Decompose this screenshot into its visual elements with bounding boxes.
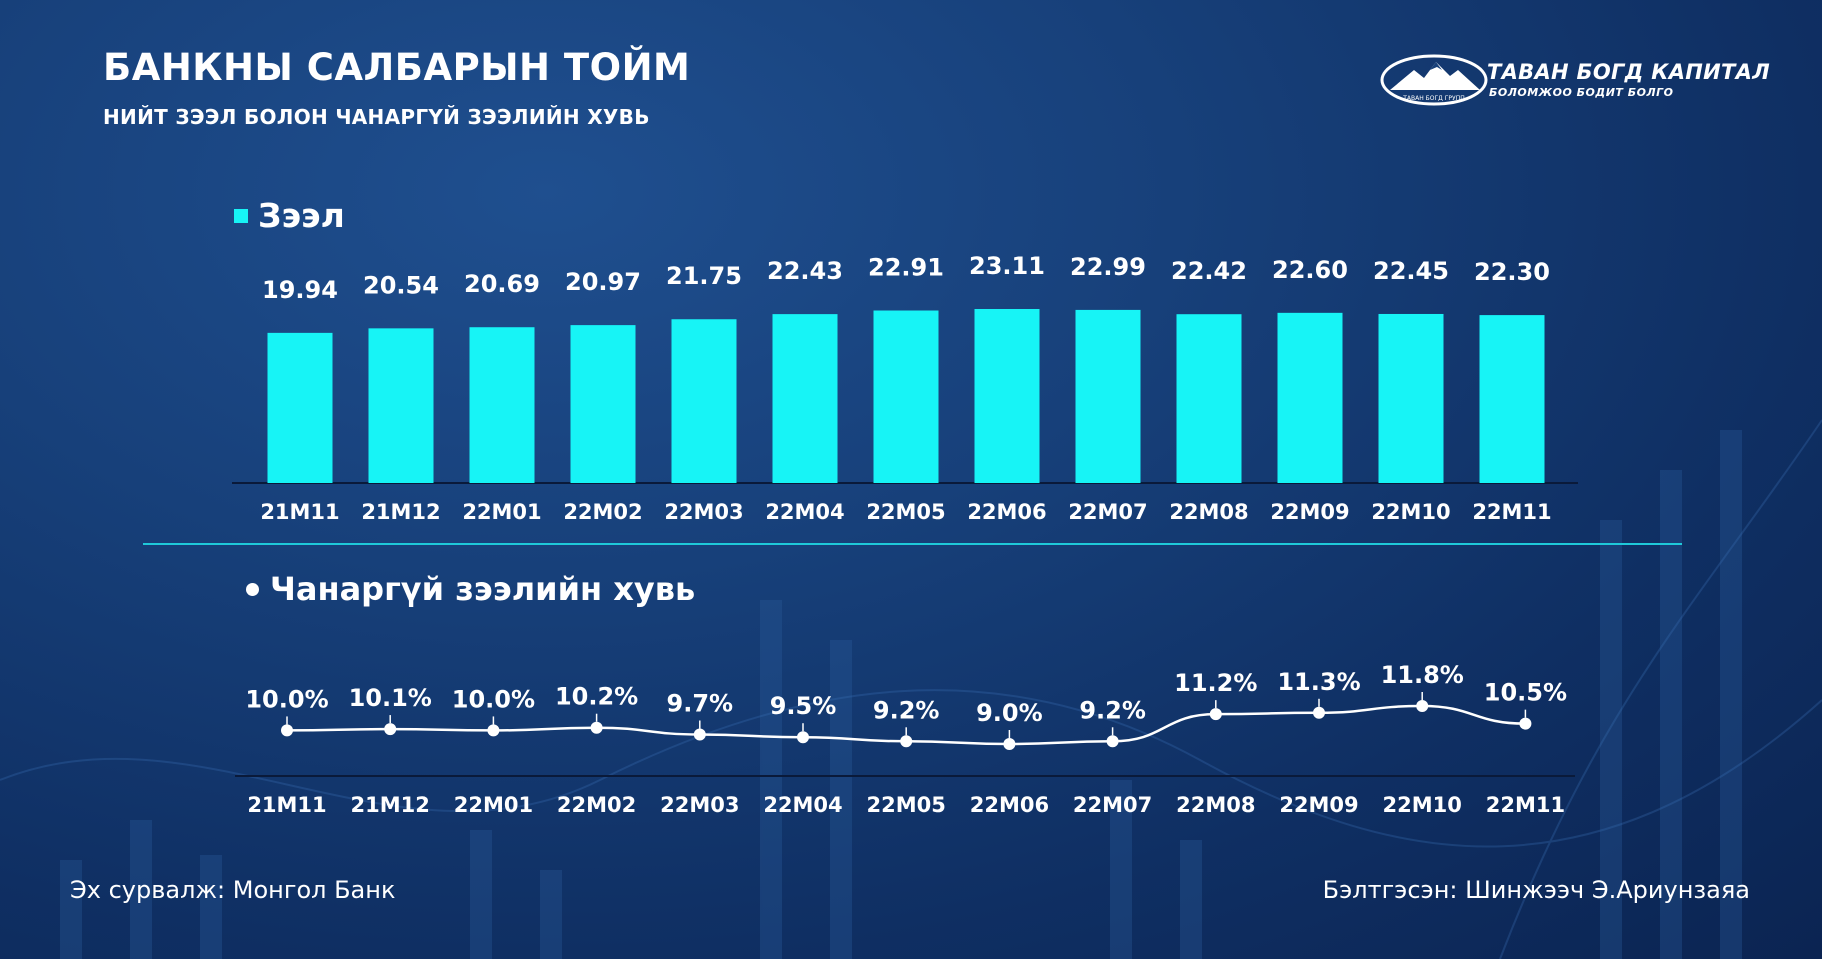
bar-22M06 [974, 309, 1040, 483]
npl-category-label: 22M09 [1279, 793, 1358, 817]
bar-22M03 [671, 319, 737, 483]
bar-value-label: 21.75 [666, 262, 742, 290]
mountain-logo-icon: ТАВАН БОГД ГРУПП [1380, 54, 1488, 106]
bar-22M10 [1378, 313, 1444, 483]
bar-value-label: 22.60 [1272, 256, 1348, 284]
npl-category-label: 22M06 [970, 793, 1049, 817]
npl-point-22M01 [487, 724, 500, 737]
bar-22M02 [570, 325, 636, 483]
bar-category-label: 22M06 [967, 500, 1046, 524]
bar-category-label: 22M11 [1472, 500, 1551, 524]
npl-category-label: 22M03 [660, 793, 739, 817]
npl-category-label: 22M11 [1486, 793, 1565, 817]
bar-category-label: 22M02 [563, 500, 642, 524]
bar-22M04 [772, 314, 838, 483]
npl-value-label: 10.0% [245, 685, 328, 713]
bar-category-label: 22M10 [1371, 500, 1450, 524]
npl-category-label: 21M12 [351, 793, 430, 817]
npl-point-22M05 [900, 735, 913, 748]
bar-value-label: 22.99 [1070, 253, 1146, 281]
npl-value-label: 9.7% [667, 690, 734, 718]
npl-point-22M11 [1519, 717, 1532, 730]
bar-value-label: 20.97 [565, 268, 641, 296]
logo-emblem-text: ТАВАН БОГД ГРУПП [1402, 95, 1464, 102]
prepared-by: Бэлтгэсэн: Шинжээч Э.Ариунзаяа [1322, 876, 1750, 904]
bar-21M11 [267, 332, 333, 483]
loan-legend: Зээл [234, 196, 345, 235]
logo-tagline: БОЛОМЖОО БОДИТ БОЛГО [1489, 86, 1674, 99]
npl-value-label: 11.2% [1174, 669, 1257, 697]
bar-value-label: 22.45 [1373, 257, 1449, 285]
page-subtitle: НИЙТ ЗЭЭЛ БОЛОН ЧАНАРГҮЙ ЗЭЭЛИЙН ХУВЬ [103, 105, 650, 129]
bar-value-label: 22.91 [868, 254, 944, 282]
npl-category-label: 22M01 [454, 793, 533, 817]
npl-category-label: 22M02 [557, 793, 636, 817]
npl-legend: Чанаргүй зээлийн хувь [246, 570, 695, 608]
npl-point-22M06 [1003, 738, 1016, 750]
bar-category-label: 21M11 [260, 500, 339, 524]
npl-category-label: 22M10 [1383, 793, 1462, 817]
bar-category-label: 22M09 [1270, 500, 1349, 524]
bar-category-label: 22M04 [765, 500, 844, 524]
bar-value-label: 22.43 [767, 257, 843, 285]
bar-22M01 [469, 327, 535, 483]
logo-company-name: ТАВАН БОГД КАПИТАЛ [1487, 60, 1770, 84]
bar-21M12 [368, 328, 434, 483]
npl-point-21M12 [384, 723, 397, 736]
npl-category-label: 22M04 [763, 793, 842, 817]
npl-point-22M08 [1209, 708, 1222, 721]
bar-22M05 [873, 310, 939, 483]
npl-point-22M09 [1313, 706, 1325, 719]
page-title: БАНКНЫ САЛБАРЫН ТОЙМ [103, 46, 691, 89]
npl-value-label: 10.2% [555, 683, 638, 711]
bar-category-label: 22M01 [462, 500, 541, 524]
npl-value-label: 9.0% [976, 699, 1043, 727]
npl-value-label: 9.2% [873, 696, 940, 724]
npl-value-label: 9.5% [770, 692, 837, 720]
npl-value-label: 11.3% [1277, 668, 1360, 696]
loan-legend-label: Зээл [258, 196, 345, 235]
bar-value-label: 20.69 [464, 270, 540, 298]
data-source: Эх сурвалж: Монгол Банк [70, 876, 396, 904]
bar-category-label: 22M05 [866, 500, 945, 524]
loan-legend-swatch [234, 208, 248, 223]
npl-value-label: 10.5% [1484, 679, 1567, 707]
bar-22M08 [1176, 314, 1242, 483]
bar-value-label: 22.30 [1474, 258, 1550, 286]
npl-point-22M10 [1416, 700, 1429, 712]
npl-legend-marker [246, 582, 259, 596]
npl-point-22M03 [693, 728, 706, 741]
bar-category-label: 22M07 [1068, 500, 1147, 524]
npl-category-label: 22M05 [867, 793, 946, 817]
npl-point-22M02 [590, 721, 603, 734]
npl-point-21M11 [281, 724, 293, 737]
npl-value-label: 10.1% [349, 684, 432, 712]
npl-category-label: 21M11 [247, 793, 326, 817]
bar-22M07 [1075, 309, 1141, 483]
npl-point-22M04 [797, 731, 809, 744]
npl-point-22M07 [1106, 735, 1119, 748]
npl-value-label: 11.8% [1381, 661, 1464, 689]
bar-category-label: 21M12 [361, 500, 440, 524]
npl-legend-label: Чанаргүй зээлийн хувь [270, 570, 696, 608]
npl-category-label: 22M07 [1073, 793, 1152, 817]
bar-category-label: 22M03 [664, 500, 743, 524]
bar-value-label: 19.94 [262, 276, 338, 304]
bar-value-label: 20.54 [363, 271, 439, 299]
npl-value-label: 9.2% [1079, 696, 1146, 724]
bar-22M11 [1479, 315, 1545, 483]
npl-category-label: 22M08 [1176, 793, 1255, 817]
bar-value-label: 23.11 [969, 252, 1045, 280]
bar-22M09 [1277, 312, 1343, 483]
bar-category-label: 22M08 [1169, 500, 1248, 524]
bar-value-label: 22.42 [1171, 257, 1247, 285]
npl-value-label: 10.0% [452, 685, 535, 713]
company-logo: ТАВАН БОГД ГРУПП ТАВАН БОГД КАПИТАЛ БОЛО… [1375, 52, 1770, 112]
section-divider [143, 543, 1682, 545]
